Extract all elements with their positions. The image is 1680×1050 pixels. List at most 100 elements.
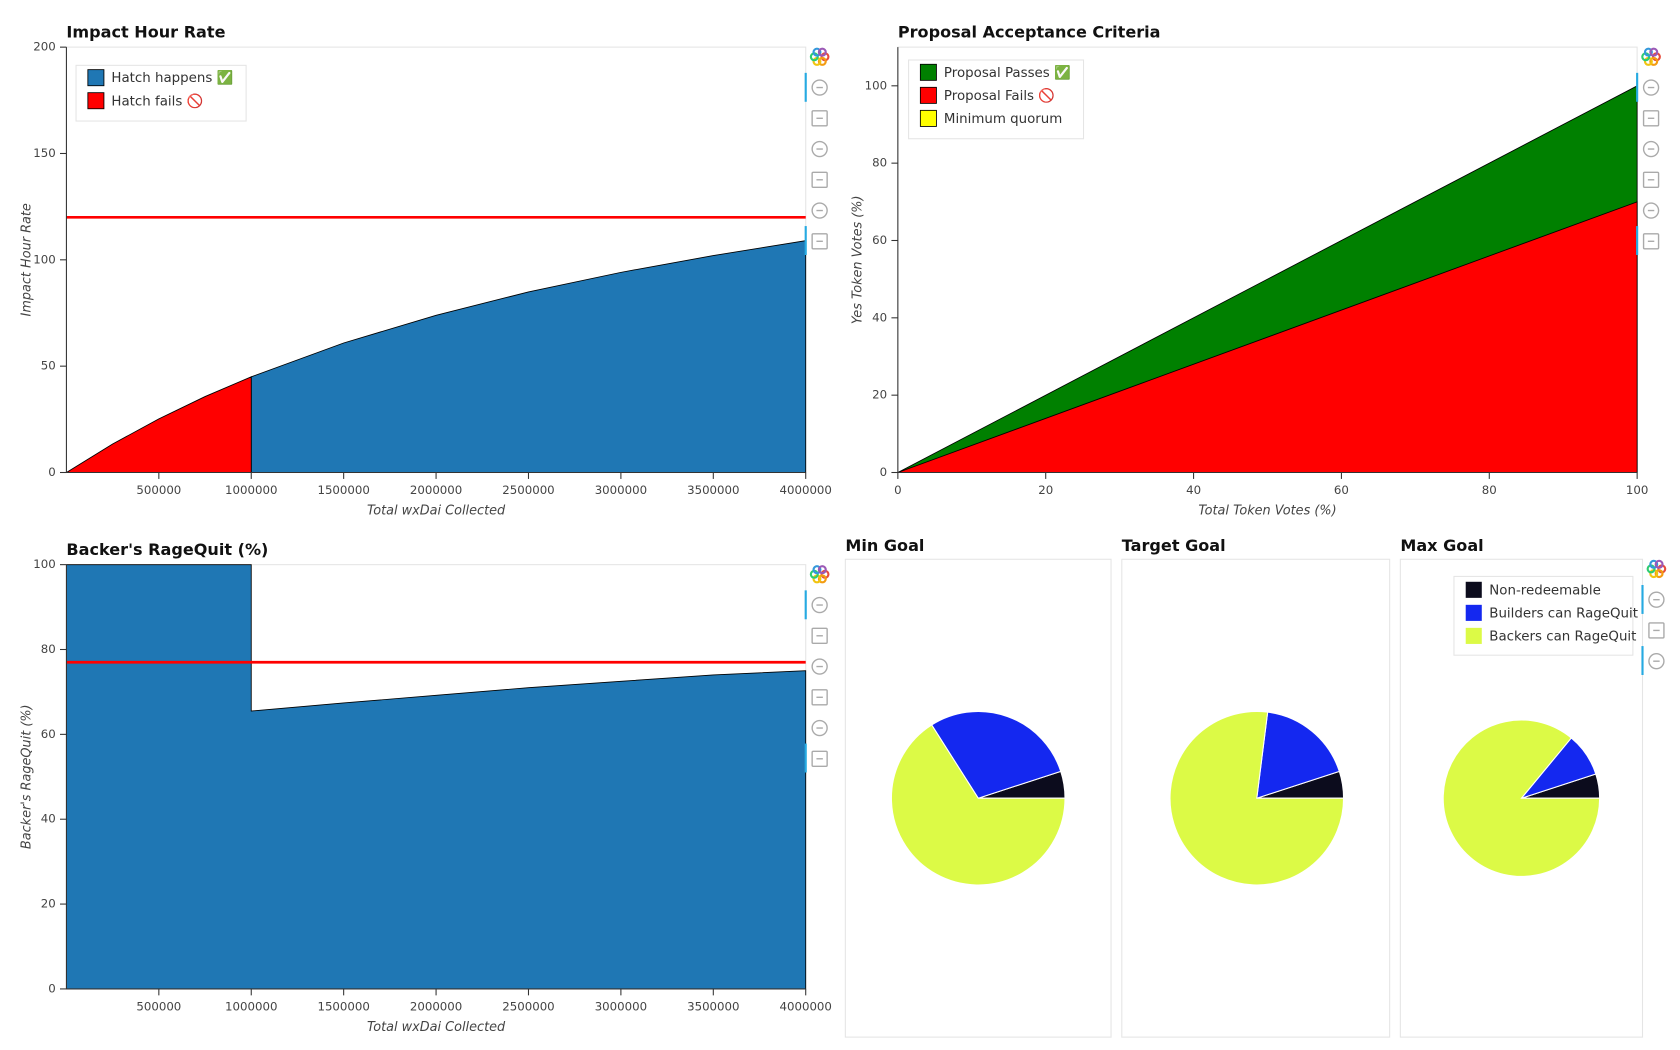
chart-title: Impact Hour Rate xyxy=(66,23,225,42)
toolbar-button[interactable] xyxy=(1642,171,1660,188)
legend-swatch xyxy=(1465,604,1482,621)
toolbar-button[interactable] xyxy=(811,140,828,158)
y-tick-label: 60 xyxy=(872,233,887,247)
toolbar-button[interactable] xyxy=(1648,622,1665,639)
toolbar-button[interactable] xyxy=(811,750,828,767)
toolbar-button[interactable] xyxy=(811,233,828,250)
toolbar xyxy=(1641,559,1667,675)
y-tick-label: 50 xyxy=(41,359,56,373)
legend xyxy=(75,64,247,122)
tool-icon xyxy=(811,627,828,644)
toolbar-logo xyxy=(817,47,827,57)
y-tick-label: 0 xyxy=(48,465,56,479)
pie-slice xyxy=(930,710,1062,799)
toolbar-button[interactable] xyxy=(1642,233,1660,250)
tool-icon xyxy=(1642,233,1660,250)
pie-slice xyxy=(1442,719,1601,877)
tool-icon xyxy=(811,689,828,706)
legend-label: Proposal Fails 🚫 xyxy=(944,87,1055,104)
tool-icon xyxy=(811,750,828,767)
x-tick-label: 1000000 xyxy=(225,483,277,497)
legend-label: Proposal Passes ✅ xyxy=(944,64,1071,81)
x-tick-label: 3000000 xyxy=(595,1000,647,1014)
legend-swatch xyxy=(1465,627,1482,644)
toolbar-button[interactable] xyxy=(1642,79,1660,96)
x-axis-label: Total wxDai Collected xyxy=(367,1020,506,1035)
legend-swatch xyxy=(87,92,105,110)
toolbar-button[interactable] xyxy=(811,627,828,644)
pie-slice xyxy=(1169,710,1345,886)
y-axis-label: Impact Hour Rate xyxy=(19,203,34,316)
toolbar-button[interactable] xyxy=(811,689,828,706)
tool-icon xyxy=(811,719,828,737)
tool-icon xyxy=(1642,140,1660,158)
pie-slice xyxy=(890,724,1066,886)
x-tick-label: 40 xyxy=(1186,483,1201,497)
toolbar-logo xyxy=(817,565,827,575)
tool-icon xyxy=(1648,591,1665,608)
x-tick-label: 0 xyxy=(894,483,902,497)
y-tick-label: 20 xyxy=(41,897,56,911)
y-tick-label: 80 xyxy=(872,156,887,170)
y-tick-label: 100 xyxy=(33,557,55,571)
x-tick-label: 3500000 xyxy=(687,1000,739,1014)
tool-icon xyxy=(811,110,828,127)
toolbar xyxy=(1636,47,1661,255)
toolbar-button[interactable] xyxy=(811,171,828,188)
x-tick-label: 60 xyxy=(1334,483,1349,497)
legend-swatch xyxy=(919,63,937,81)
toolbar-button[interactable] xyxy=(1648,652,1665,670)
toolbar-logo xyxy=(1643,47,1653,57)
x-tick-label: 500000 xyxy=(136,483,181,497)
x-tick-label: 20 xyxy=(1038,483,1053,497)
tool-icon xyxy=(811,140,828,158)
toolbar xyxy=(804,565,830,773)
x-tick-label: 1500000 xyxy=(317,1000,369,1014)
toolbar-logo xyxy=(1649,56,1659,66)
legend xyxy=(908,59,1085,140)
toolbar-button[interactable] xyxy=(1642,110,1660,127)
y-tick-label: 150 xyxy=(33,146,55,160)
x-axis-label: Total wxDai Collected xyxy=(367,504,506,519)
legend-label: Minimum quorum xyxy=(944,112,1062,127)
tool-icon xyxy=(811,202,828,219)
chart-title: Proposal Acceptance Criteria xyxy=(898,23,1161,42)
y-axis-label: Yes Token Votes (%) xyxy=(851,196,866,325)
tool-icon xyxy=(1642,79,1660,96)
toolbar-logo xyxy=(1649,559,1659,569)
x-tick-label: 80 xyxy=(1482,483,1497,497)
legend-swatch xyxy=(919,109,937,127)
toolbar-button[interactable] xyxy=(811,658,828,675)
toolbar-logo xyxy=(1654,569,1664,579)
toolbar-logo xyxy=(1649,47,1659,57)
y-tick-label: 100 xyxy=(865,78,887,92)
toolbar-button[interactable] xyxy=(811,110,828,127)
x-tick-label: 500000 xyxy=(136,1000,181,1014)
area xyxy=(250,240,807,473)
toolbar-button[interactable] xyxy=(1642,202,1660,219)
x-tick-label: 2000000 xyxy=(410,1000,462,1014)
x-tick-label: 3000000 xyxy=(595,483,647,497)
legend-label: Non-redeemable xyxy=(1489,583,1601,598)
toolbar-button[interactable] xyxy=(811,79,828,96)
y-tick-label: 200 xyxy=(33,40,55,54)
x-tick-label: 2000000 xyxy=(410,483,462,497)
x-tick-label: 2500000 xyxy=(502,1000,554,1014)
toolbar-button[interactable] xyxy=(811,596,828,614)
toolbar-button[interactable] xyxy=(1648,591,1665,608)
toolbar-button[interactable] xyxy=(1642,140,1660,158)
y-tick-label: 0 xyxy=(880,465,888,479)
chart-title: Target Goal xyxy=(1122,536,1226,555)
chart-title: Min Goal xyxy=(845,536,924,555)
y-tick-label: 100 xyxy=(33,252,55,266)
toolbar-logo xyxy=(817,56,827,66)
legend-swatch xyxy=(87,69,105,87)
toolbar-button[interactable] xyxy=(811,719,828,737)
pie-slice xyxy=(1256,711,1341,799)
tool-icon xyxy=(811,233,828,250)
tool-icon xyxy=(1648,622,1665,639)
y-tick-label: 80 xyxy=(41,642,56,656)
x-tick-label: 100 xyxy=(1626,483,1648,497)
toolbar-button[interactable] xyxy=(811,202,828,219)
